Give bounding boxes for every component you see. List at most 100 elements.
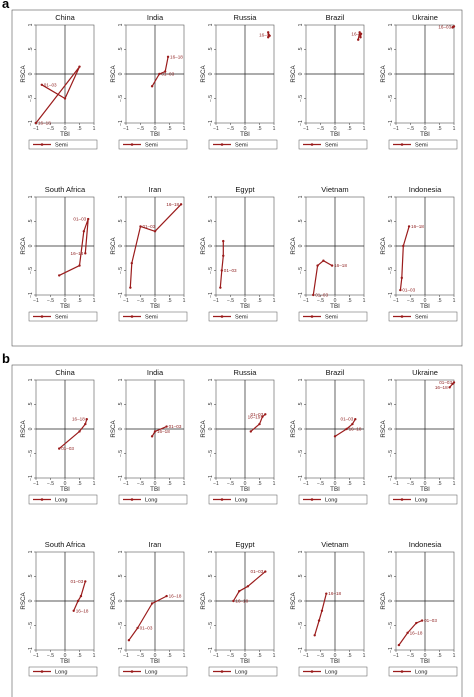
x-tick-label: −.5 bbox=[407, 298, 414, 304]
y-tick-label: 0 bbox=[208, 244, 214, 247]
legend-box bbox=[388, 666, 458, 677]
y-tick-label: −1 bbox=[208, 292, 214, 298]
x-tick-label: 0 bbox=[334, 298, 337, 304]
series-line bbox=[73, 581, 86, 612]
subplot-india: India −1 −.5 0 .5 1 1 .5 0 −.5 −1 TBI RSCA 01–03 16–18… bbox=[110, 13, 188, 150]
y-tick-label: .5 bbox=[298, 219, 304, 223]
x-tick-label: .5 bbox=[257, 298, 261, 304]
legend-box bbox=[298, 311, 368, 322]
x-tick-label: −1 bbox=[393, 126, 399, 132]
x-tick-label: −.5 bbox=[407, 481, 414, 487]
y-tick-label: 1 bbox=[298, 550, 304, 553]
legend-marker bbox=[310, 498, 314, 501]
point-label: 16–18 bbox=[76, 608, 89, 613]
legend-box bbox=[208, 494, 278, 505]
y-axis-label: RSCA bbox=[380, 420, 387, 438]
data-point bbox=[357, 38, 360, 41]
subplot-brazil: Brazil −1 −.5 0 .5 1 1 .5 0 −.5 −1 TBI RSCA 16–18 01–0… bbox=[290, 368, 368, 505]
y-tick-label: .5 bbox=[298, 402, 304, 406]
subplot-title: South Africa bbox=[45, 540, 86, 549]
data-point bbox=[163, 70, 167, 73]
y-tick-label: 1 bbox=[208, 550, 214, 553]
legend-label: Long bbox=[325, 498, 337, 504]
x-tick-label: 0 bbox=[244, 126, 247, 132]
x-axis-label: TBI bbox=[60, 131, 70, 138]
data-point bbox=[136, 626, 139, 630]
y-tick-label: 0 bbox=[298, 244, 304, 247]
x-tick-label: −.5 bbox=[227, 481, 234, 487]
x-axis-label: TBI bbox=[60, 486, 70, 493]
legend-marker bbox=[220, 315, 224, 318]
x-axis-label: TBI bbox=[420, 131, 430, 138]
y-tick-label: −.5 bbox=[118, 95, 124, 102]
y-tick-label: −.5 bbox=[208, 267, 214, 274]
legend-label: Semi bbox=[55, 143, 68, 149]
x-tick-label: 0 bbox=[64, 126, 67, 132]
data-point bbox=[58, 447, 61, 450]
subplot-title: Vietnam bbox=[321, 185, 348, 194]
x-tick-label: −.5 bbox=[407, 653, 414, 659]
data-point bbox=[232, 599, 235, 603]
legend-label: Semi bbox=[145, 315, 158, 321]
data-point bbox=[130, 261, 133, 265]
x-tick-label: .5 bbox=[347, 481, 351, 487]
subplot-title: Brazil bbox=[326, 368, 345, 377]
x-tick-label: −1 bbox=[303, 653, 309, 659]
x-tick-label: −1 bbox=[123, 481, 129, 487]
x-tick-label: −.5 bbox=[407, 126, 414, 132]
y-tick-label: 0 bbox=[28, 427, 34, 430]
y-tick-label: −.5 bbox=[298, 95, 304, 102]
subplot-south-africa: South Africa −1 −.5 0 .5 1 1 .5 0 −.5 −1 TBI RSCA 01–… bbox=[20, 185, 98, 322]
y-axis-label: RSCA bbox=[290, 237, 297, 255]
y-tick-label: .5 bbox=[388, 402, 394, 406]
y-tick-label: −.5 bbox=[208, 622, 214, 629]
x-axis-label: TBI bbox=[60, 303, 70, 310]
x-tick-label: 1 bbox=[363, 481, 366, 487]
data-point bbox=[72, 609, 75, 612]
subplot-title: Russia bbox=[234, 368, 258, 377]
y-tick-label: −1 bbox=[28, 120, 34, 126]
x-tick-label: −.5 bbox=[317, 298, 324, 304]
data-point bbox=[222, 239, 225, 243]
x-tick-label: .5 bbox=[437, 298, 441, 304]
y-tick-label: 1 bbox=[388, 378, 394, 381]
y-tick-label: −1 bbox=[208, 647, 214, 653]
x-tick-label: −1 bbox=[33, 653, 39, 659]
point-label: 16–18 bbox=[157, 429, 170, 434]
y-tick-label: 1 bbox=[28, 550, 34, 553]
y-tick-label: .5 bbox=[118, 47, 124, 51]
y-axis-label: RSCA bbox=[20, 237, 27, 255]
x-tick-label: 0 bbox=[244, 481, 247, 487]
x-tick-label: .5 bbox=[257, 653, 261, 659]
data-point bbox=[415, 621, 418, 625]
y-tick-label: 0 bbox=[118, 244, 124, 247]
y-tick-label: −.5 bbox=[208, 95, 214, 102]
x-axis-label: TBI bbox=[240, 486, 250, 493]
series-line bbox=[58, 419, 88, 450]
point-label: 01–03 bbox=[44, 82, 57, 87]
point-label: 16– bbox=[259, 32, 267, 37]
x-axis-label: TBI bbox=[420, 486, 430, 493]
data-point bbox=[322, 259, 325, 262]
data-point bbox=[40, 83, 43, 86]
subplot-title: Iran bbox=[149, 185, 162, 194]
panel-letter-a: a bbox=[2, 0, 10, 11]
y-tick-label: −.5 bbox=[118, 267, 124, 274]
subplot-russia: Russia −1 −.5 0 .5 1 1 .5 0 −.5 −1 TBI RSCA 16– Semi bbox=[200, 13, 278, 150]
y-tick-label: .5 bbox=[118, 219, 124, 223]
panel-group-a: China −1 −.5 0 .5 1 1 .5 0 −.5 −1 TBI RSCA 01–03 16–18… bbox=[11, 9, 463, 347]
series-line bbox=[398, 620, 423, 646]
y-tick-label: −.5 bbox=[118, 622, 124, 629]
legend-box bbox=[118, 139, 188, 150]
data-point bbox=[129, 286, 132, 289]
x-tick-label: 0 bbox=[424, 481, 427, 487]
x-tick-label: 1 bbox=[183, 481, 186, 487]
legend-box bbox=[28, 139, 98, 150]
x-tick-label: .5 bbox=[257, 481, 261, 487]
data-point bbox=[359, 36, 362, 39]
data-point bbox=[220, 269, 223, 272]
y-tick-label: 1 bbox=[118, 195, 124, 198]
legend-marker bbox=[130, 670, 134, 673]
x-tick-label: .5 bbox=[437, 481, 441, 487]
x-tick-label: .5 bbox=[167, 298, 171, 304]
